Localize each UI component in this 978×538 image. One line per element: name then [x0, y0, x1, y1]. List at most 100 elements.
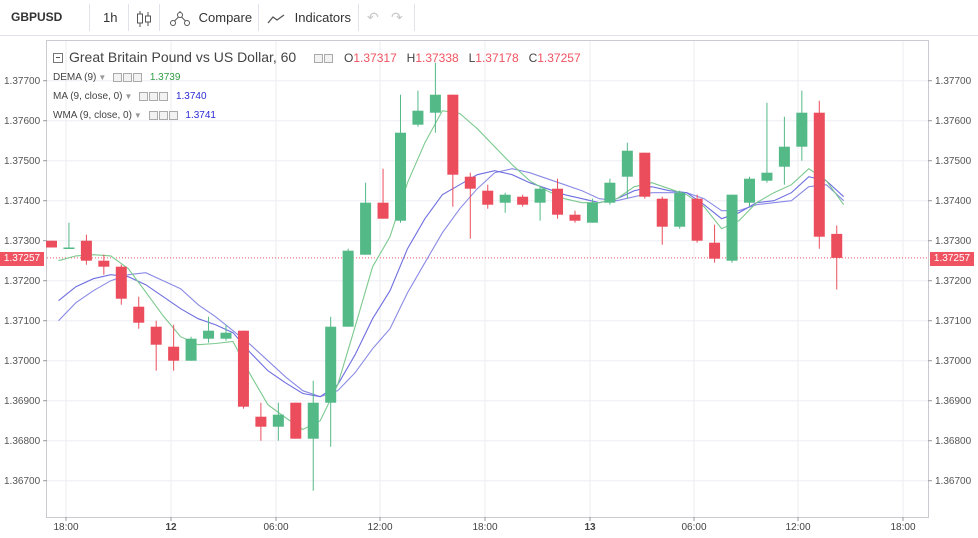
candle[interactable] — [656, 196, 668, 245]
axes: 1.37700 1.37700 1.37600 1.37600 1.37500 1.375… — [4, 76, 972, 533]
candle[interactable] — [150, 320, 162, 371]
symbol-selector[interactable]: GBPUSD — [11, 10, 63, 24]
dropdown-icon[interactable]: ▼ — [133, 111, 142, 120]
candle[interactable] — [813, 100, 825, 249]
candle[interactable] — [604, 178, 616, 205]
candle-body-up — [621, 150, 633, 177]
candle-body-up — [342, 250, 354, 327]
candle[interactable] — [115, 264, 127, 305]
candle[interactable] — [168, 324, 180, 371]
last-price-tag-left: 1.37257 — [0, 252, 44, 266]
candle[interactable] — [743, 176, 755, 207]
x-tick-label: 18:00 — [472, 522, 497, 533]
candle[interactable] — [377, 168, 389, 219]
candle[interactable] — [63, 222, 75, 249]
candle[interactable] — [133, 296, 145, 329]
open-label: O — [344, 51, 354, 65]
candle[interactable] — [394, 94, 406, 223]
indicators-button[interactable]: Indicators — [267, 0, 351, 35]
candle[interactable] — [621, 142, 633, 199]
compare-label: Compare — [198, 10, 253, 25]
candle[interactable] — [360, 182, 372, 255]
candle-body-up — [429, 94, 441, 113]
candle-body-down — [482, 190, 494, 205]
candle[interactable] — [342, 248, 354, 327]
chart-style-button[interactable] — [136, 0, 152, 35]
candle[interactable] — [272, 402, 284, 441]
candle[interactable] — [499, 192, 511, 213]
gear-icon[interactable] — [149, 91, 159, 101]
candle-body-up — [604, 182, 616, 203]
y-tick-label-right: 1.37300 — [935, 236, 972, 247]
candle[interactable] — [185, 336, 197, 361]
candle[interactable] — [674, 190, 686, 229]
collapse-legend-icon[interactable] — [53, 53, 63, 64]
eye-icon[interactable] — [139, 91, 149, 101]
compare-button[interactable]: Compare — [169, 0, 252, 35]
y-tick-label-right: 1.37500 — [935, 156, 972, 167]
high-value: 1.37338 — [415, 51, 459, 65]
candle[interactable] — [203, 316, 215, 343]
interval-selector[interactable]: 1h — [103, 10, 118, 25]
dropdown-icon[interactable]: ▼ — [124, 92, 133, 101]
close-icon[interactable] — [159, 91, 169, 101]
y-tick-label-right: 1.37700 — [935, 76, 972, 87]
eye-icon[interactable] — [148, 110, 158, 120]
candle[interactable] — [534, 186, 546, 221]
candle-body-down — [168, 346, 180, 361]
eye-icon[interactable] — [113, 72, 123, 82]
candle[interactable] — [290, 402, 302, 439]
wma-legend[interactable]: WMA (9, close, 0) ▼ 1.3741 — [53, 110, 216, 121]
candle[interactable] — [639, 152, 651, 199]
candle[interactable] — [726, 194, 738, 263]
candle[interactable] — [45, 240, 57, 248]
candle[interactable] — [464, 172, 476, 239]
candle[interactable] — [80, 234, 92, 265]
gear-icon[interactable] — [324, 53, 334, 63]
y-tick-label-left: 1.37500 — [4, 156, 41, 167]
candle[interactable] — [569, 210, 581, 223]
candle-body-down — [552, 188, 564, 215]
candle[interactable] — [709, 224, 721, 263]
candle[interactable] — [586, 198, 598, 223]
gear-icon[interactable] — [123, 72, 133, 82]
ma-legend[interactable]: MA (9, close, 0) ▼ 1.3740 — [53, 91, 207, 102]
candle[interactable] — [429, 62, 441, 133]
candle[interactable] — [517, 194, 529, 207]
series-settings — [314, 49, 334, 65]
candle-body-down — [569, 214, 581, 221]
candle-body-up — [761, 172, 773, 181]
gear-icon[interactable] — [158, 110, 168, 120]
close-icon[interactable] — [133, 72, 143, 82]
candle[interactable] — [482, 184, 494, 209]
candle[interactable] — [307, 380, 319, 491]
candle[interactable] — [796, 90, 808, 161]
y-tick-label-left: 1.37600 — [4, 116, 41, 127]
candle[interactable] — [552, 178, 564, 219]
redo-icon[interactable]: ↷ — [391, 9, 403, 25]
undo-icon[interactable]: ↶ — [367, 9, 379, 25]
candle[interactable] — [778, 116, 790, 185]
candle-body-up — [796, 112, 808, 147]
candle[interactable] — [325, 316, 337, 447]
eye-icon[interactable] — [314, 53, 324, 63]
candle-body-down — [237, 330, 249, 407]
candle[interactable] — [237, 330, 249, 409]
toolbar-divider — [128, 4, 129, 31]
chart-pane[interactable] — [46, 40, 929, 518]
dema-legend[interactable]: DEMA (9) ▼ 1.3739 — [53, 72, 180, 83]
candle[interactable] — [220, 324, 232, 341]
candle[interactable] — [98, 254, 110, 275]
candle[interactable] — [831, 225, 843, 290]
candle[interactable] — [691, 194, 703, 243]
candle-body-down — [656, 198, 668, 227]
candle-body-down — [691, 198, 703, 241]
candle[interactable] — [412, 90, 424, 127]
close-icon[interactable] — [168, 110, 178, 120]
candle[interactable] — [255, 402, 267, 441]
candle[interactable] — [761, 102, 773, 183]
candle[interactable] — [447, 94, 459, 207]
dropdown-icon[interactable]: ▼ — [98, 73, 107, 82]
x-tick-label: 06:00 — [681, 522, 706, 533]
